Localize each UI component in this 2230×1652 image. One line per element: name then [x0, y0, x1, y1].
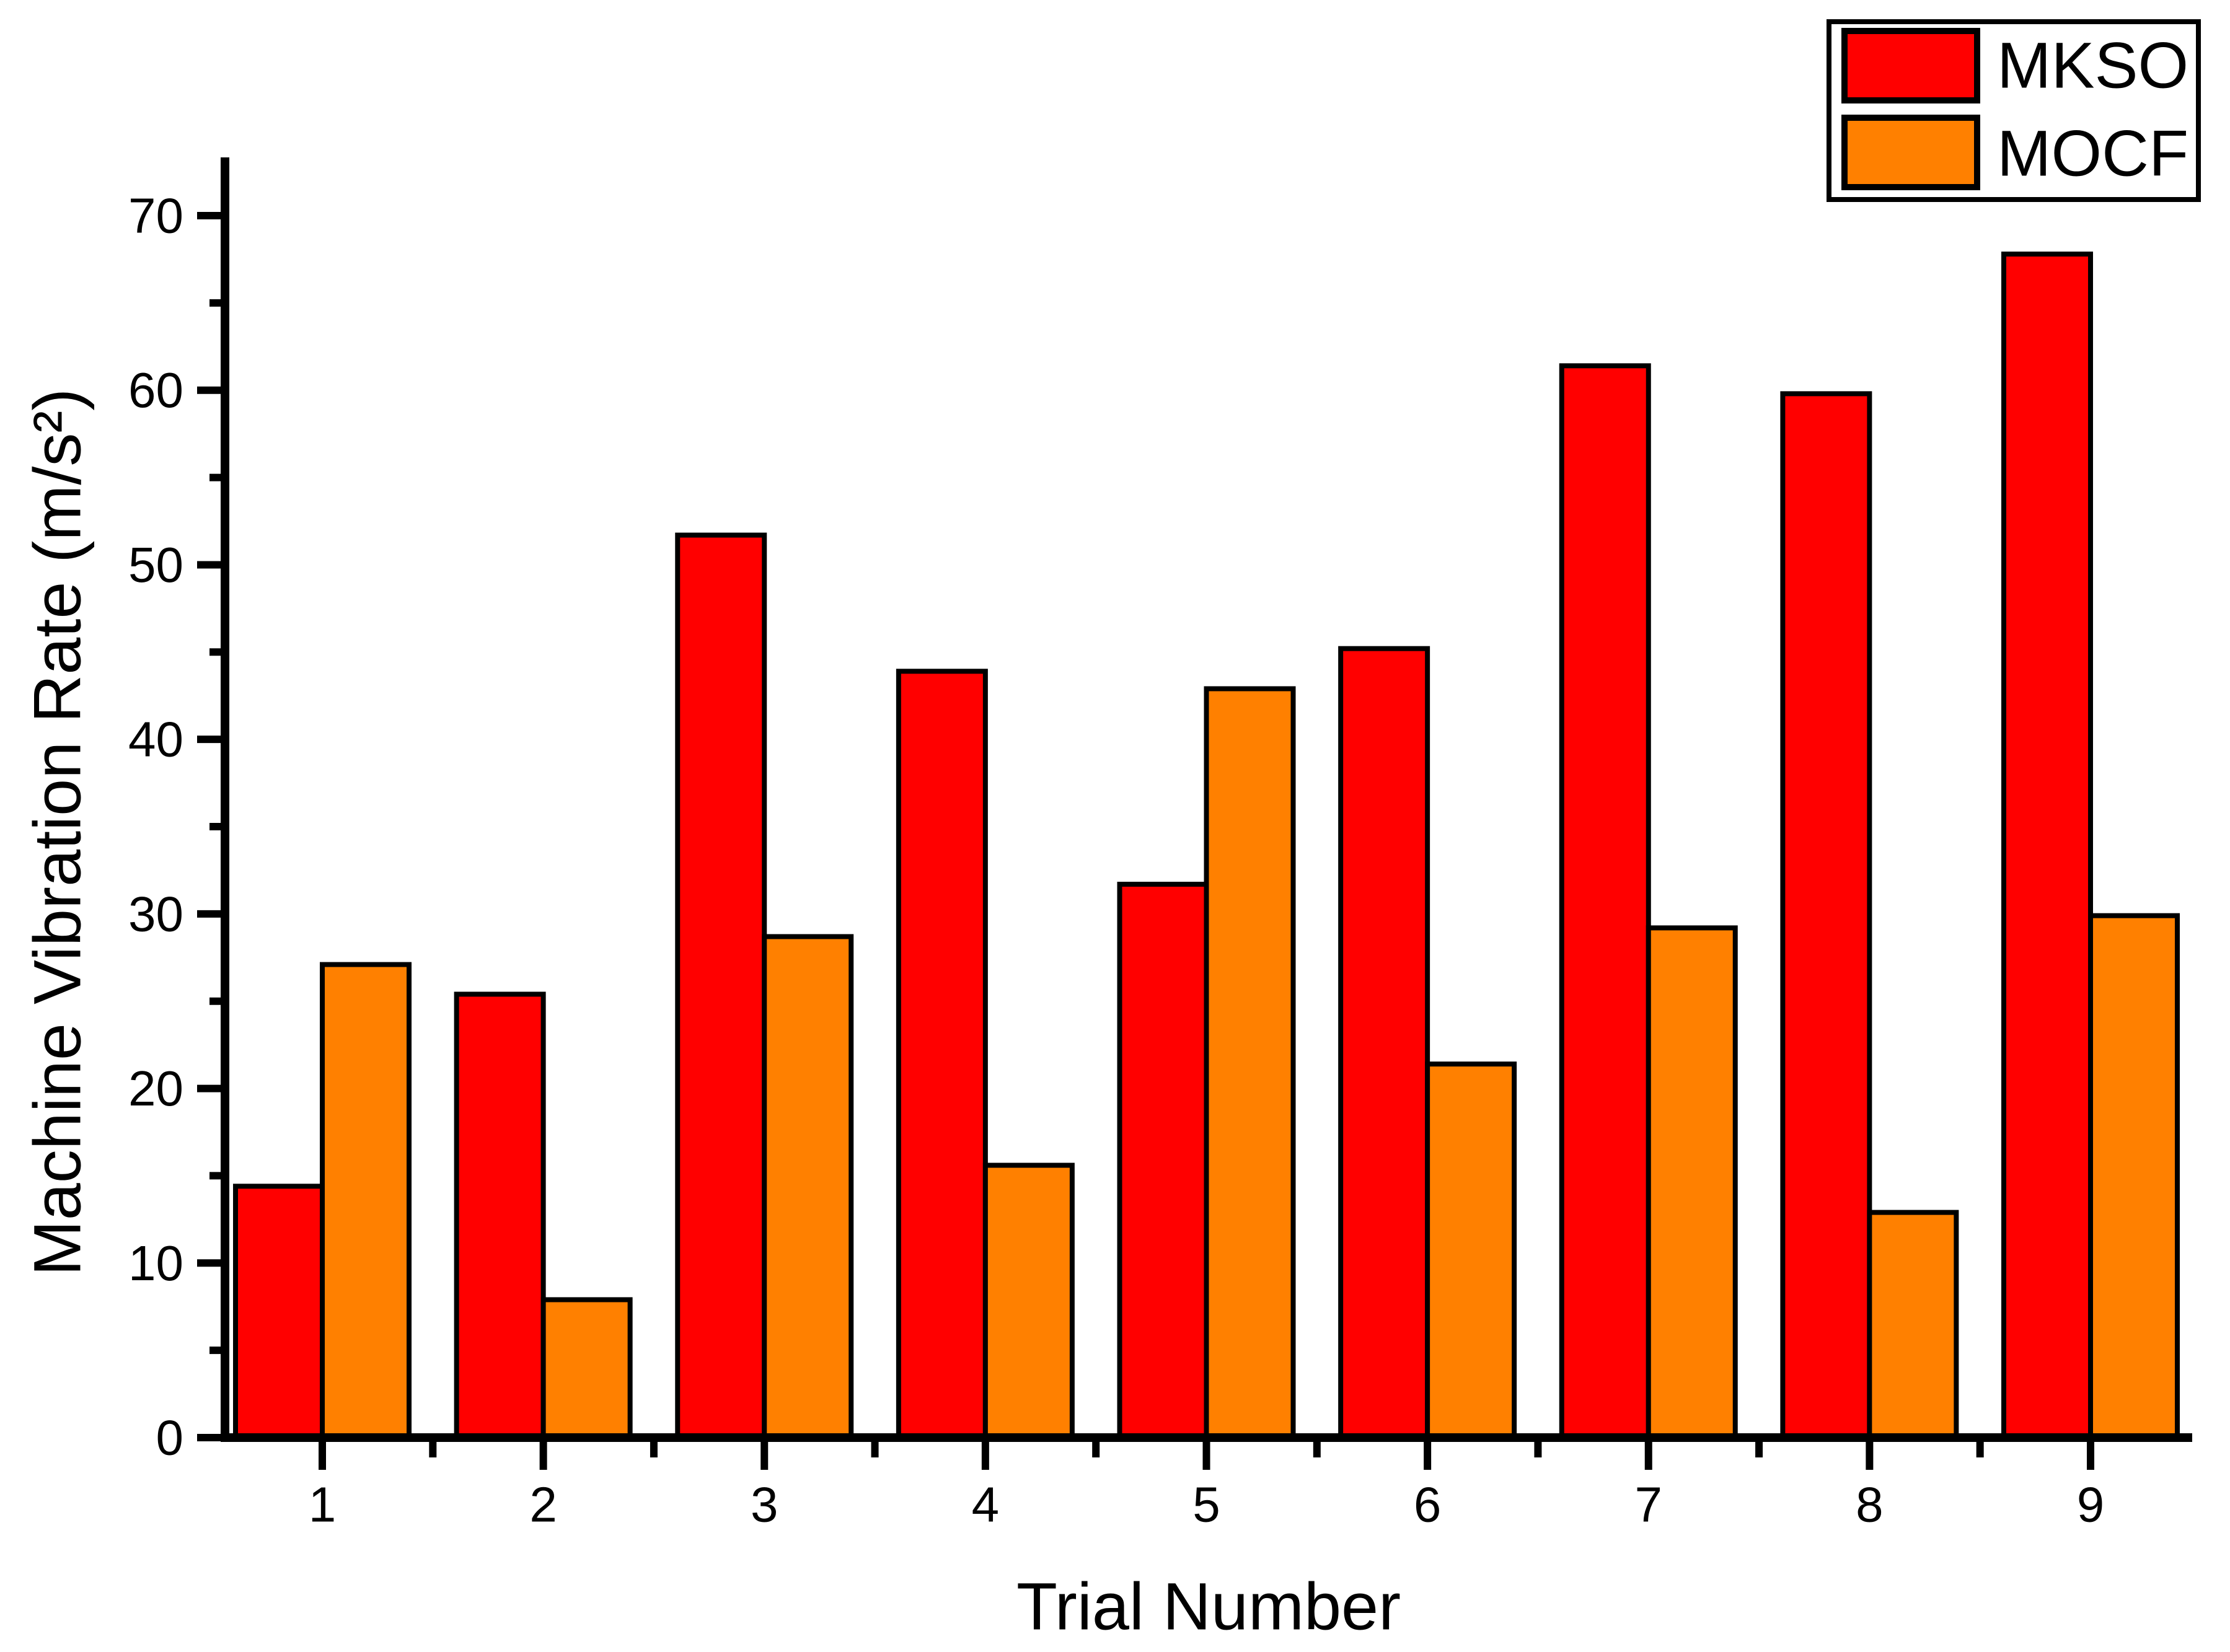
y-tick-label: 0: [156, 1410, 184, 1465]
mkso-bar-trial-9: [2001, 252, 2093, 1440]
y-tick-label: 40: [128, 712, 183, 767]
mkso-legend-label: MKSO: [1997, 30, 2188, 102]
y-tick-label: 20: [128, 1061, 183, 1116]
mkso-legend-swatch: [1841, 28, 1980, 103]
y-tick-label: 50: [128, 537, 183, 592]
x-tick-label: 5: [1192, 1477, 1220, 1532]
mocf-bar-trial-8: [1867, 1210, 1959, 1441]
mkso-bar-trial-3: [675, 532, 767, 1440]
mocf-bar-trial-5: [1204, 686, 1296, 1440]
x-tick-label: 6: [1414, 1477, 1442, 1532]
x-tick-label: 7: [1635, 1477, 1663, 1532]
x-tick-label: 3: [751, 1477, 778, 1532]
mocf-legend-label: MOCF: [1997, 118, 2188, 190]
mocf-legend-swatch: [1841, 115, 1980, 190]
mocf-bar-trial-1: [320, 962, 412, 1440]
mkso-bar-trial-8: [1780, 391, 1872, 1441]
mocf-bar-trial-6: [1425, 1061, 1517, 1440]
x-tick-label: 1: [309, 1477, 337, 1532]
mocf-bar-trial-2: [540, 1297, 633, 1441]
mkso-bar-trial-7: [1559, 363, 1651, 1440]
y-tick-label: 10: [128, 1236, 183, 1291]
y-tick-label: 60: [128, 362, 183, 418]
y-tick-label: 70: [128, 188, 183, 244]
mkso-bar-trial-6: [1338, 646, 1430, 1440]
mocf-bar-trial-4: [982, 1162, 1075, 1440]
mkso-bar-trial-5: [1117, 881, 1209, 1440]
x-tick-label: 2: [529, 1477, 557, 1532]
mkso-bar-trial-1: [233, 1184, 325, 1441]
x-tick-label: 4: [972, 1477, 1000, 1532]
x-tick-label: 8: [1856, 1477, 1884, 1532]
mkso-bar-trial-2: [454, 991, 546, 1440]
mkso-bar-trial-4: [896, 669, 988, 1440]
mocf-bar-trial-9: [2088, 913, 2180, 1441]
x-tick-label: 9: [2077, 1477, 2105, 1532]
mocf-bar-trial-7: [1646, 925, 1738, 1441]
y-axis-title: Machine Vibration Rate (m/s²): [20, 389, 95, 1276]
y-tick-label: 30: [128, 886, 183, 941]
mocf-bar-trial-3: [762, 934, 854, 1440]
x-axis-title: Trial Number: [1016, 1569, 1401, 1644]
